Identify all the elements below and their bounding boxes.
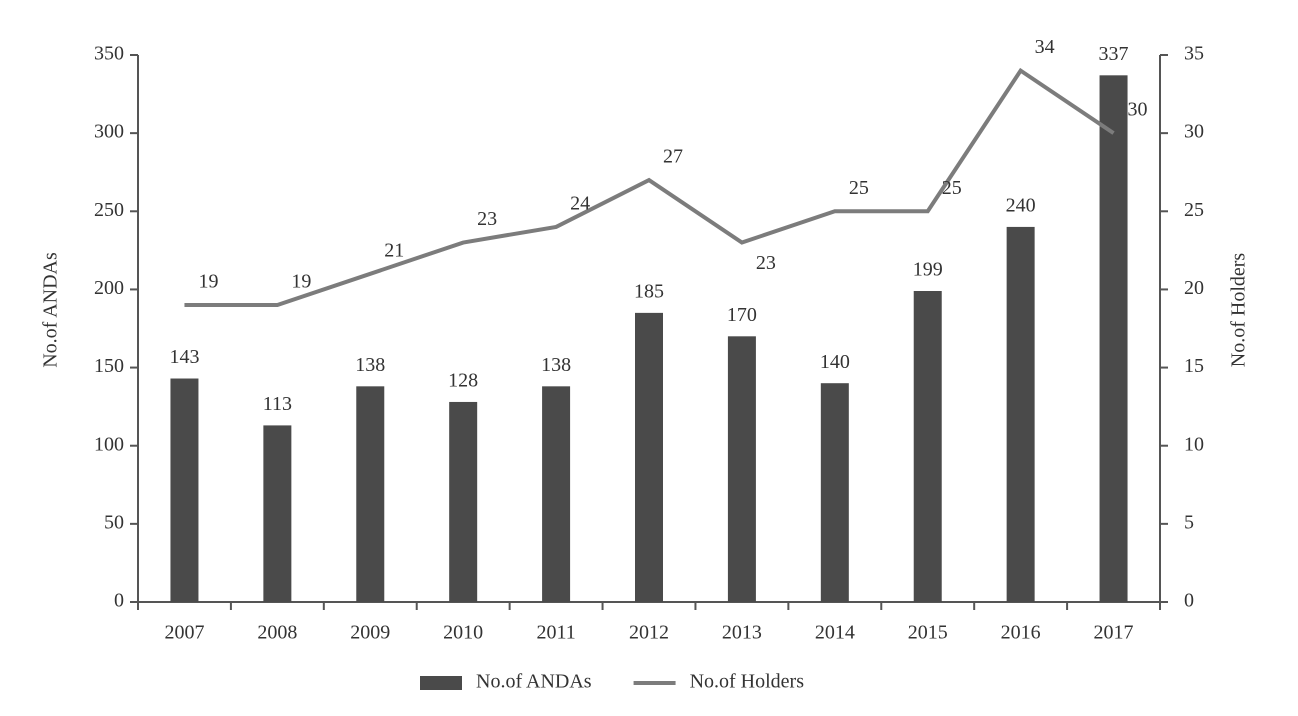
- bar: [1099, 75, 1128, 603]
- bar-value-label: 138: [355, 354, 385, 376]
- bar-value-label: 199: [913, 259, 943, 281]
- line-value-label: 19: [198, 271, 218, 293]
- legend-label: No.of Holders: [690, 671, 805, 693]
- x-tick-label: 2015: [908, 622, 948, 644]
- y2-tick-label: 35: [1184, 43, 1204, 65]
- line-value-label: 24: [570, 193, 590, 215]
- x-tick-label: 2013: [722, 622, 762, 644]
- x-tick-label: 2014: [815, 622, 855, 644]
- y2-tick-label: 0: [1184, 590, 1194, 612]
- x-tick-label: 2008: [257, 622, 297, 644]
- x-tick-label: 2016: [1001, 622, 1041, 644]
- bar: [727, 336, 756, 602]
- line-value-label: 30: [1128, 99, 1148, 121]
- y2-tick-label: 20: [1184, 277, 1204, 299]
- x-tick-label: 2010: [443, 622, 483, 644]
- bar: [356, 386, 385, 602]
- legend-label: No.of ANDAs: [476, 671, 592, 693]
- line-value-label: 21: [384, 239, 404, 261]
- y-tick-label: 150: [94, 355, 124, 377]
- y-tick-label: 200: [94, 277, 124, 299]
- bar: [263, 425, 292, 602]
- bar-value-label: 128: [448, 370, 478, 392]
- bar-value-label: 140: [820, 351, 850, 373]
- bar: [542, 386, 571, 602]
- line: [184, 67, 1115, 308]
- bar: [170, 378, 199, 602]
- bar: [913, 290, 942, 602]
- bar-value-label: 143: [169, 346, 199, 368]
- y2-tick-label: 25: [1184, 199, 1204, 221]
- y-tick-label: 100: [94, 433, 124, 455]
- y2-tick-label: 15: [1184, 355, 1204, 377]
- y-tick-label: 0: [114, 590, 124, 612]
- bar-value-label: 170: [727, 304, 757, 326]
- line-value-label: 25: [942, 177, 962, 199]
- y2-tick-label: 10: [1184, 433, 1204, 455]
- bar: [1006, 226, 1035, 602]
- line-value-label: 27: [663, 146, 683, 168]
- bar-value-label: 240: [1006, 195, 1036, 217]
- y-tick-label: 300: [94, 121, 124, 143]
- bar-value-label: 113: [263, 393, 292, 415]
- line-value-label: 34: [1035, 36, 1055, 58]
- line-value-label: 19: [291, 271, 311, 293]
- y-tick-label: 350: [94, 43, 124, 65]
- x-tick-label: 2007: [164, 622, 204, 644]
- y2-tick-label: 30: [1184, 121, 1204, 143]
- line-value-label: 23: [756, 252, 776, 274]
- line-value-label: 23: [477, 208, 497, 230]
- bar-value-label: 185: [634, 280, 664, 302]
- bar: [449, 401, 478, 602]
- y-axis-label: No.of ANDAs: [40, 252, 62, 368]
- y-tick-label: 250: [94, 199, 124, 221]
- bar: [820, 383, 849, 602]
- bar-value-label: 138: [541, 354, 571, 376]
- x-tick-label: 2012: [629, 622, 669, 644]
- bar-value-label: 337: [1099, 43, 1129, 65]
- x-tick-label: 2017: [1094, 622, 1134, 644]
- x-tick-label: 2009: [350, 622, 390, 644]
- legend-swatch: [420, 676, 462, 690]
- bar: [635, 312, 663, 602]
- y2-tick-label: 5: [1184, 511, 1194, 533]
- y-tick-label: 50: [104, 511, 124, 533]
- x-tick-label: 2011: [536, 622, 575, 644]
- y2-axis-label: No.of Holders: [1228, 253, 1250, 368]
- line-value-label: 25: [849, 177, 869, 199]
